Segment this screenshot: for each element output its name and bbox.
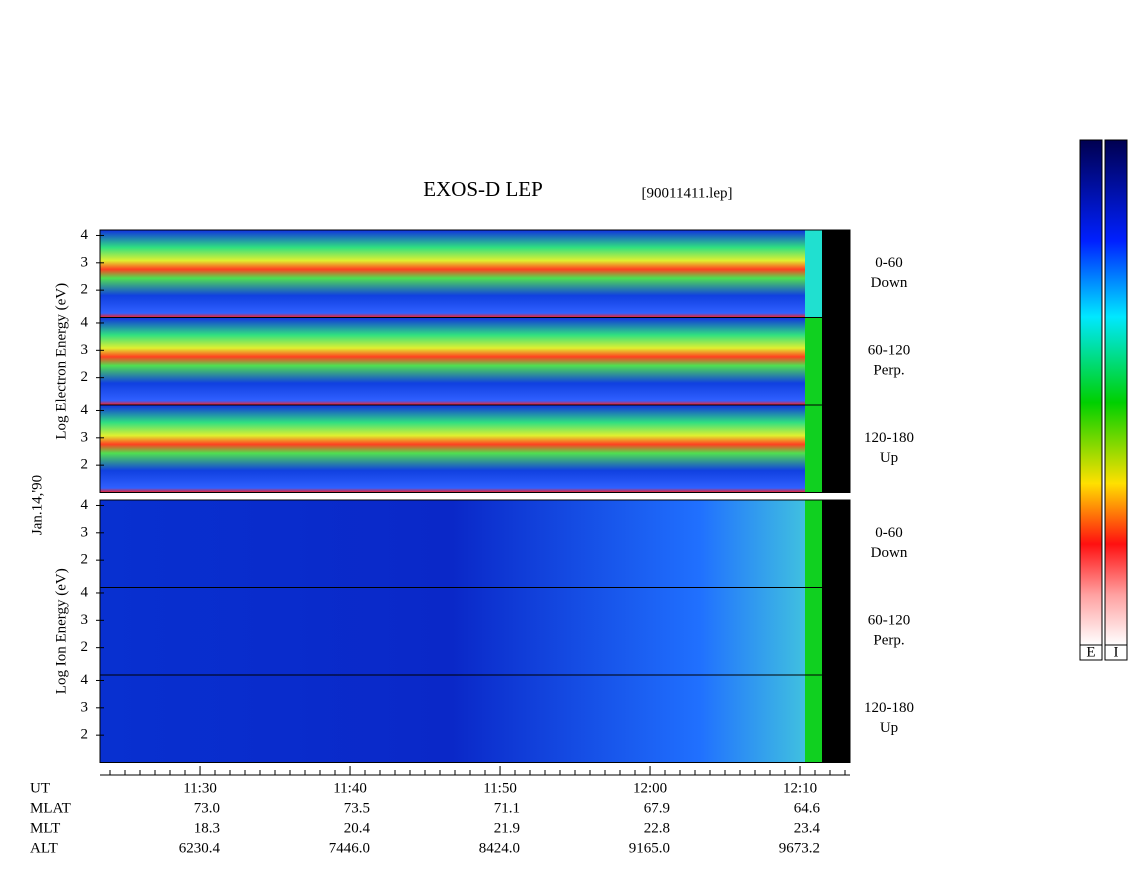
x-tick-label: 11:50 <box>483 780 517 796</box>
flag-strip <box>805 230 822 318</box>
y-tick-label: 2 <box>81 282 89 298</box>
y-axis-label: Log Electron Energy (eV) <box>53 283 69 440</box>
spectrogram <box>100 405 805 493</box>
y-tick-label: 2 <box>81 639 89 655</box>
ephemeris-value: 9165.0 <box>629 840 670 856</box>
y-tick-label: 4 <box>81 497 89 513</box>
flag-strip <box>805 405 822 493</box>
ephemeris-name: ALT <box>30 840 58 856</box>
ephemeris-value: 71.1 <box>494 800 520 816</box>
spectrogram <box>100 230 805 318</box>
ephemeris-name: MLAT <box>30 800 71 816</box>
panel-direction: Up <box>880 720 898 736</box>
y-tick-label: 3 <box>81 524 89 540</box>
spectrogram <box>100 317 805 405</box>
ephemeris-value: 9673.2 <box>779 840 820 856</box>
no-data <box>822 587 850 675</box>
panel-direction: Perp. <box>873 363 904 379</box>
panel-angle: 60-120 <box>868 343 911 359</box>
no-data <box>822 405 850 493</box>
panel-direction: Up <box>880 450 898 466</box>
colorbar <box>1079 139 1103 646</box>
y-tick-label: 3 <box>81 342 89 358</box>
spectrogram <box>100 675 805 763</box>
colorbar-label: E <box>1086 644 1095 660</box>
y-axis-label: Log Ion Energy (eV) <box>53 568 69 694</box>
flag-strip <box>805 500 822 588</box>
no-data <box>822 230 850 318</box>
flag-strip <box>805 317 822 405</box>
ephemeris-value: 8424.0 <box>479 840 520 856</box>
no-data <box>822 317 850 405</box>
x-tick-label: 12:10 <box>783 780 817 796</box>
y-tick-label: 4 <box>81 314 89 330</box>
file-name: [90011411.lep] <box>642 185 733 201</box>
y-tick-label: 3 <box>81 612 89 628</box>
no-data <box>822 675 850 763</box>
colorbar-label: I <box>1114 644 1119 660</box>
colorbar <box>1104 139 1128 646</box>
panel-angle: 0-60 <box>875 525 903 541</box>
y-tick-label: 3 <box>81 429 89 445</box>
x-tick-label: 11:40 <box>333 780 367 796</box>
ephemeris-value: 21.9 <box>494 820 520 836</box>
panel-direction: Down <box>871 545 908 561</box>
y-tick-label: 2 <box>81 369 89 385</box>
y-tick-label: 4 <box>81 227 89 243</box>
ephemeris-value: 73.0 <box>194 800 220 816</box>
ephemeris-value: 64.6 <box>794 800 821 816</box>
date: Jan.14,'90 <box>29 475 45 535</box>
ephemeris-value: 22.8 <box>644 820 670 836</box>
panel-frame <box>99 404 851 493</box>
y-tick-label: 3 <box>81 254 89 270</box>
panel-angle: 0-60 <box>875 255 903 271</box>
panel-angle: 120-180 <box>864 430 914 446</box>
colorbar-label-box <box>1079 644 1103 661</box>
ephemeris-value: 7446.0 <box>329 840 370 856</box>
x-axis-label: UT <box>30 780 50 796</box>
panel-frame <box>99 674 851 763</box>
y-tick-label: 2 <box>81 457 89 473</box>
y-tick-label: 2 <box>81 552 89 568</box>
no-data <box>822 500 850 588</box>
ephemeris-value: 23.4 <box>794 820 821 836</box>
ephemeris-value: 73.5 <box>344 800 370 816</box>
flag-strip <box>805 675 822 763</box>
panel-direction: Perp. <box>873 633 904 649</box>
x-tick-label: 11:30 <box>183 780 217 796</box>
ephemeris-value: 6230.4 <box>179 840 221 856</box>
ephemeris-value: 67.9 <box>644 800 670 816</box>
panel-direction: Down <box>871 275 908 291</box>
spectrogram <box>100 587 805 675</box>
flag-strip <box>805 587 822 675</box>
ephemeris-value: 18.3 <box>194 820 220 836</box>
y-tick-label: 4 <box>81 672 89 688</box>
y-tick-label: 3 <box>81 699 89 715</box>
y-tick-label: 4 <box>81 402 89 418</box>
y-tick-label: 4 <box>81 584 89 600</box>
title: EXOS-D LEP <box>423 177 543 201</box>
ephemeris-name: MLT <box>30 820 60 836</box>
panel-angle: 60-120 <box>868 613 911 629</box>
ephemeris-value: 20.4 <box>344 820 371 836</box>
y-tick-label: 2 <box>81 727 89 743</box>
spectrogram <box>100 500 805 588</box>
panel-angle: 120-180 <box>864 700 914 716</box>
colorbar-label-box <box>1104 644 1128 661</box>
x-tick-label: 12:00 <box>633 780 667 796</box>
